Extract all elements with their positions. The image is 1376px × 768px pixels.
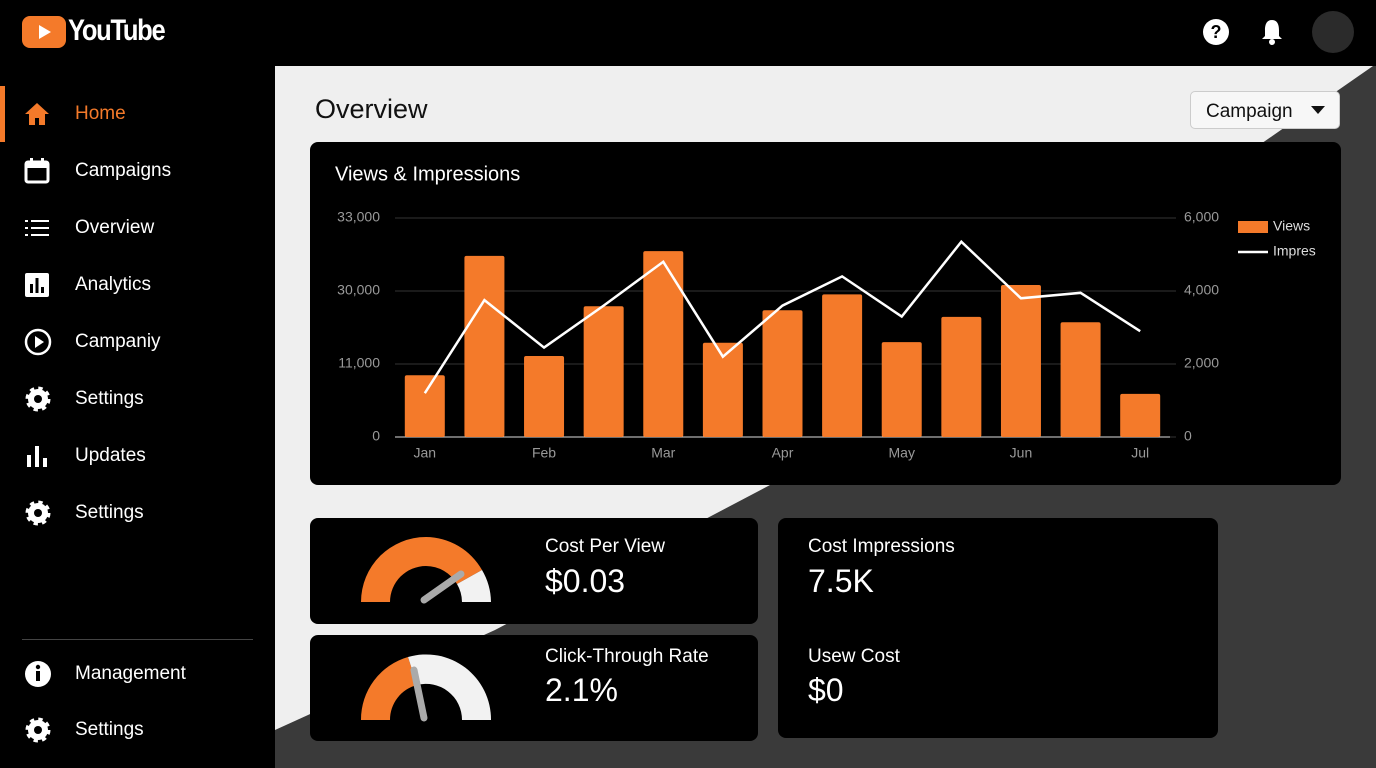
x-tick-label: Apr xyxy=(772,445,794,461)
list-icon xyxy=(25,220,49,236)
bar xyxy=(464,255,505,437)
chart-card: Views & Impressions 0 11,000 30,000 33,000 0… xyxy=(310,142,1341,485)
settings-icon xyxy=(25,386,51,412)
bar xyxy=(702,342,743,437)
settings-icon xyxy=(25,717,51,743)
kpi-label: Usew Cost xyxy=(808,646,900,667)
y2-tick-label: 4,000 xyxy=(1184,282,1219,298)
page-title: Overview xyxy=(315,94,428,124)
nav-item[interactable]: Analytics xyxy=(0,265,275,305)
chart: Views & Impressions 0 11,000 30,000 33,000 0… xyxy=(335,163,1316,461)
y-tick-label: 11,000 xyxy=(338,355,380,371)
nav-item[interactable]: Campaigns xyxy=(0,151,275,191)
nav-item[interactable]: Campaniy xyxy=(0,322,275,362)
bar xyxy=(762,310,803,437)
kpi-card: Cost Impressions 7.5K Usew Cost $0 xyxy=(778,518,1218,738)
active-indicator xyxy=(0,86,5,142)
nav-item[interactable]: Management xyxy=(0,654,275,694)
home-icon xyxy=(25,103,49,125)
bar xyxy=(1120,393,1161,437)
nav-label: Updates xyxy=(75,445,146,466)
bar xyxy=(583,306,624,437)
nav-label: Settings xyxy=(75,719,144,740)
bar xyxy=(404,375,445,437)
divider xyxy=(22,639,253,640)
notifications-icon[interactable] xyxy=(1260,18,1284,46)
x-tick-label: Jun xyxy=(1010,445,1033,461)
bar-icon xyxy=(27,446,47,467)
nav-label: Settings xyxy=(75,388,144,409)
kpi-card: Cost Per View $0.03 xyxy=(310,518,758,624)
nav-item[interactable]: Overview xyxy=(0,208,275,248)
y2-tick-label: 0 xyxy=(1184,428,1192,444)
kpi-value: $0 xyxy=(808,672,844,708)
x-tick-label: Jul xyxy=(1131,445,1149,461)
bar xyxy=(1000,285,1041,437)
x-tick-label: Jan xyxy=(414,445,437,461)
bar xyxy=(822,294,863,437)
bar xyxy=(881,342,922,437)
gauge xyxy=(361,537,491,604)
kpi-value: 7.5K xyxy=(808,563,874,599)
y-tick-label: 30,000 xyxy=(337,282,380,298)
nav-label: Campaniy xyxy=(75,331,161,352)
bar xyxy=(524,356,565,437)
dropdown-arrow xyxy=(1311,106,1325,114)
line xyxy=(423,239,1141,394)
kpi-value: $0.03 xyxy=(545,563,626,599)
logo-icon[interactable] xyxy=(22,16,66,48)
analytics-icon xyxy=(25,273,49,297)
y-tick-label: 33,000 xyxy=(337,209,380,225)
kpi-label: Cost Per View xyxy=(545,536,666,557)
logo-text[interactable]: YouTube xyxy=(68,14,166,47)
kpi-label: Click-Through Rate xyxy=(545,646,709,667)
kpi-label: Cost Impressions xyxy=(808,536,955,557)
calendar-icon xyxy=(24,158,50,184)
settings-icon xyxy=(25,500,51,526)
svg-text:?: ? xyxy=(1211,22,1222,42)
bar xyxy=(643,251,684,437)
dropdown[interactable]: Campaign xyxy=(1190,91,1340,129)
chart-title: Views & Impressions xyxy=(335,163,520,185)
legend-label: Views xyxy=(1273,218,1310,234)
help-icon[interactable]: ? xyxy=(1202,18,1230,46)
x-tick-label: Feb xyxy=(532,445,556,461)
nav-item[interactable]: Settings xyxy=(0,493,275,533)
legend-label: Impres xyxy=(1273,243,1316,259)
x-tick-label: Mar xyxy=(651,445,675,461)
nav-label: Campaigns xyxy=(75,160,172,181)
nav-item[interactable]: Settings xyxy=(0,379,275,419)
kpi-card: Click-Through Rate 2.1% xyxy=(310,635,758,741)
y-tick-label: 0 xyxy=(372,428,380,444)
nav-item[interactable]: Home xyxy=(0,94,275,134)
nav-label: Analytics xyxy=(75,274,152,295)
kpi-value: 2.1% xyxy=(545,672,618,708)
dropdown-label: Campaign xyxy=(1206,101,1293,122)
x-tick-label: May xyxy=(889,445,915,461)
y2-tick-label: 2,000 xyxy=(1184,355,1219,371)
avatar[interactable] xyxy=(1312,11,1354,53)
play-icon xyxy=(24,328,52,356)
nav-label: Home xyxy=(75,103,126,124)
legend-swatch xyxy=(1238,221,1268,233)
y2-tick-label: 6,000 xyxy=(1184,209,1219,225)
header: YouTube ? xyxy=(0,0,1376,66)
nav-item[interactable]: Settings xyxy=(0,710,275,750)
nav-label: Management xyxy=(75,663,186,684)
nav-item[interactable]: Updates xyxy=(0,436,275,476)
info-icon xyxy=(25,661,51,687)
gauge xyxy=(360,654,492,722)
sidebar: Home Campaigns Overview Analytics Campan… xyxy=(0,66,275,768)
bar xyxy=(1060,322,1101,437)
bar xyxy=(941,316,982,437)
nav-label: Overview xyxy=(75,217,155,238)
nav-label: Settings xyxy=(75,502,144,523)
